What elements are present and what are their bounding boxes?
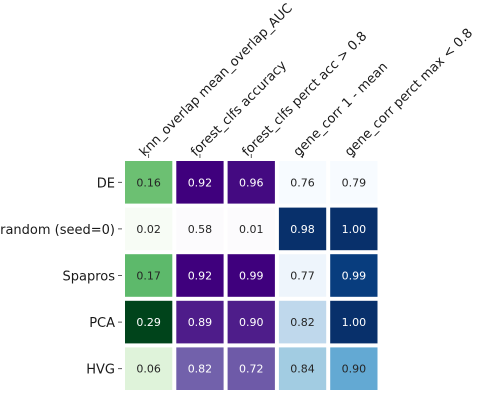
cell-value-label: 0.92 xyxy=(188,270,213,283)
heatmap-cell xyxy=(330,207,378,251)
cell-value-label: 0.16 xyxy=(136,176,161,189)
heatmap-cell xyxy=(278,254,327,297)
heatmap-cell xyxy=(125,207,173,251)
heatmap-cell xyxy=(125,161,173,204)
row-label: HVG xyxy=(86,363,115,378)
row-label: Spapros xyxy=(62,270,115,285)
cell-value-label: 0.29 xyxy=(136,316,161,329)
cell-value-label: 0.82 xyxy=(290,316,315,329)
cell-value-label: 0.76 xyxy=(290,176,315,189)
heatmap-cell xyxy=(227,347,275,390)
column-label: gene_corr 1 - mean xyxy=(291,60,391,160)
cell-value-label: 0.89 xyxy=(188,316,213,329)
cell-value-label: 0.06 xyxy=(136,363,161,376)
heatmap-cell xyxy=(227,161,275,204)
heatmap-cell xyxy=(330,347,378,390)
cell-value-label: 0.96 xyxy=(239,176,264,189)
heatmap-cell xyxy=(227,254,275,297)
cell-value-label: 0.90 xyxy=(239,316,264,329)
heatmap-cell xyxy=(125,347,173,390)
heatmap-cell xyxy=(278,347,327,390)
cell-value-label: 0.77 xyxy=(290,270,315,283)
heatmap-cell xyxy=(278,161,327,204)
heatmap-cell xyxy=(176,161,224,204)
heatmap-cell xyxy=(227,207,275,251)
cell-value-label: 0.79 xyxy=(342,176,367,189)
cell-value-label: 0.72 xyxy=(239,363,264,376)
row-label: PCA xyxy=(89,316,115,331)
heatmap-cell xyxy=(176,347,224,390)
heatmap-cell xyxy=(278,207,327,251)
row-label: DE xyxy=(97,176,115,191)
heatmap-cell xyxy=(176,207,224,251)
heatmap-cell xyxy=(330,300,378,344)
cell-value-label: 0.01 xyxy=(239,223,264,236)
cell-value-label: 0.02 xyxy=(136,223,161,236)
cell-value-label: 1.00 xyxy=(342,223,367,236)
heatmap-cell xyxy=(125,254,173,297)
cell-value-label: 1.00 xyxy=(342,316,367,329)
heatmap-cell xyxy=(330,254,378,297)
cell-value-label: 0.90 xyxy=(342,363,367,376)
column-label: forest_clfs accuracy xyxy=(188,58,290,160)
cell-value-label: 0.98 xyxy=(290,223,315,236)
heatmap-cell xyxy=(176,254,224,297)
cell-value-label: 0.58 xyxy=(188,223,213,236)
cell-value-label: 0.84 xyxy=(290,363,315,376)
cell-value-label: 0.92 xyxy=(188,176,213,189)
heatmap-cell xyxy=(125,300,173,344)
row-label: random (seed=0) xyxy=(0,223,115,238)
heatmap-cell xyxy=(227,300,275,344)
cell-value-label: 0.99 xyxy=(239,270,264,283)
cell-value-label: 0.99 xyxy=(342,270,367,283)
heatmap-cell xyxy=(278,300,327,344)
cell-value-label: 0.82 xyxy=(188,363,213,376)
heatmap-cell xyxy=(330,161,378,204)
cell-value-label: 0.17 xyxy=(136,270,161,283)
heatmap-cell xyxy=(176,300,224,344)
